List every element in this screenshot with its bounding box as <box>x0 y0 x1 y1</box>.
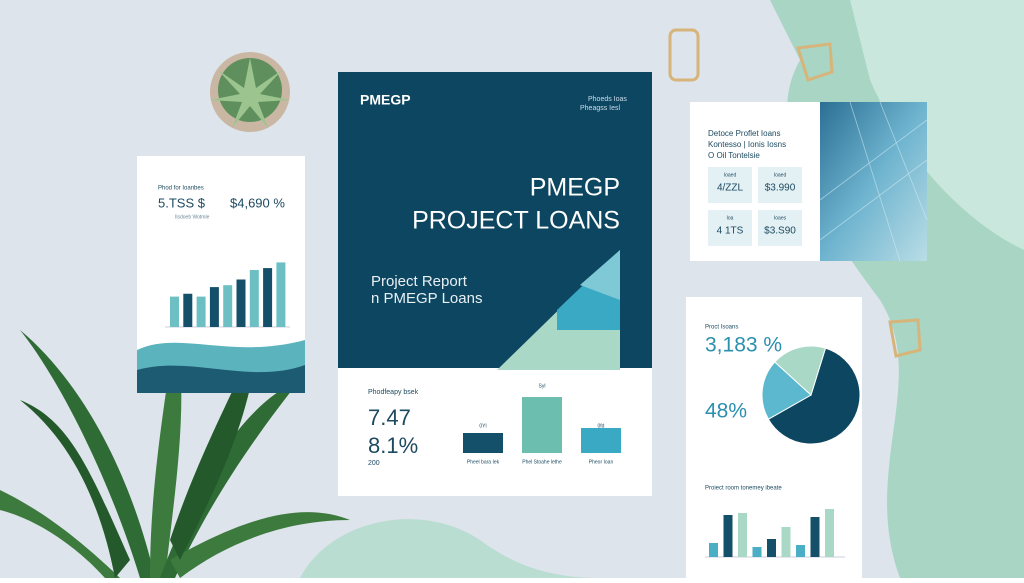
subtitle: n PMEGP Loans <box>371 290 482 307</box>
bar-label: Phel Stoahe lethe <box>522 459 562 465</box>
box-value: $3.S90 <box>764 226 796 237</box>
corner-text: Pheagss Iesl <box>580 105 621 112</box>
box-label: Ioa <box>727 215 734 221</box>
stat: 7.47 <box>368 405 411 430</box>
text-line: O Oil Tontelsie <box>708 151 760 160</box>
bar-top-label: Syl <box>539 383 546 389</box>
stat: 3,183 % <box>705 334 782 357</box>
mint-shape <box>300 519 600 578</box>
caption: Ilsdoeb Wotmle <box>175 214 210 220</box>
bar <box>249 270 259 327</box>
bar-label: Pheor Ioan <box>589 459 614 465</box>
stat: $4,690 % <box>230 195 285 210</box>
succulent <box>210 52 290 132</box>
bar <box>709 543 718 557</box>
stat-box <box>758 210 802 246</box>
bar <box>781 527 791 557</box>
corner-text: Phoeds Ioas <box>588 96 627 103</box>
bar-top-label: 0fd <box>598 423 605 429</box>
bar <box>183 293 193 327</box>
text-line: Kontesso | Ionis Iosns <box>708 140 786 149</box>
bar <box>276 262 286 327</box>
bar <box>723 515 733 557</box>
clips <box>668 28 922 358</box>
stat: 48% <box>705 400 747 423</box>
box-label: Ioaed <box>724 172 737 178</box>
bar <box>522 397 562 453</box>
text-line: Detoce Proflet Ioans <box>708 129 780 138</box>
stat: 5.TSS $ <box>158 195 206 210</box>
box-label: Ioaes <box>774 215 787 221</box>
cover: PMEGP Phoeds Ioas Pheagss Iesl PMEGP PRO… <box>338 72 652 496</box>
box-value: $3.990 <box>765 183 796 194</box>
bar <box>209 287 219 327</box>
bar <box>223 285 233 327</box>
bar <box>581 428 621 453</box>
logo: PMEGP <box>360 92 411 108</box>
bar-label: Pheel bara Iek <box>467 459 500 465</box>
card-header: Phod for Ioanbes <box>158 186 204 192</box>
bar <box>463 433 503 453</box>
bar <box>752 547 762 557</box>
box-value: 4 1TS <box>717 226 744 237</box>
stat: 8.1% <box>368 433 418 458</box>
bar <box>236 279 246 327</box>
pie-slice <box>767 347 861 445</box>
bar <box>767 539 776 557</box>
bar <box>825 509 834 557</box>
bar <box>810 517 820 557</box>
bar-top-label: 0Yl <box>479 423 486 429</box>
stat-box <box>708 210 752 246</box>
stat-box <box>708 167 752 203</box>
bar <box>263 268 273 327</box>
bar <box>170 296 179 327</box>
top-card: Detoce Proflet Ioans Kontesso | Ionis Io… <box>690 101 928 262</box>
section: Proiect room tonemey ibeate <box>705 486 782 492</box>
bar <box>196 296 206 327</box>
subtitle: Project Report <box>371 273 468 290</box>
stat: 200 <box>368 460 380 467</box>
mint-shape <box>850 0 1024 250</box>
title: PROJECT LOANS <box>412 207 620 235</box>
box-value: 4/ZZL <box>717 183 744 194</box>
stat-box <box>758 167 802 203</box>
title: PMEGP <box>530 174 620 202</box>
section: Phodfeapy bsek <box>368 389 419 396</box>
box-label: Ioaed <box>774 172 787 178</box>
card-header: Proct Isoans <box>705 325 738 331</box>
bar <box>796 545 805 557</box>
pie-slice <box>761 361 812 420</box>
pie-slice <box>774 345 827 396</box>
bar <box>738 513 747 557</box>
